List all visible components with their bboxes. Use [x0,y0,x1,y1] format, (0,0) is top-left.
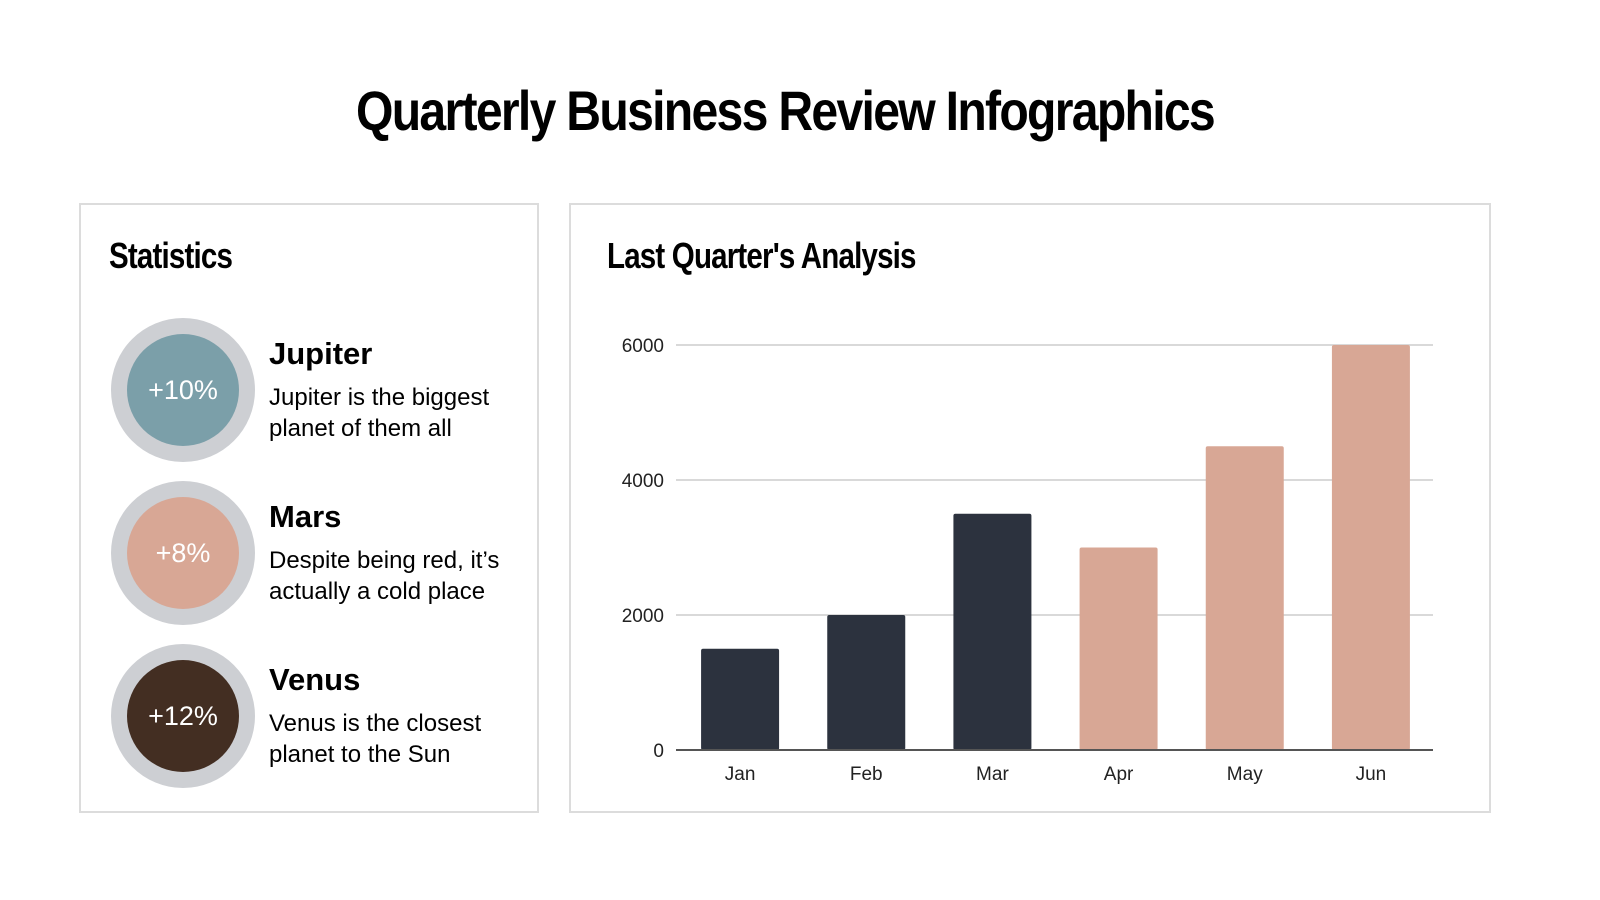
stat-name: Mars [269,499,342,534]
chart-title: Last Quarter's Analysis [607,235,916,276]
statistics-panel: Statistics +10% Jupiter Jupiter is the b… [79,203,539,813]
y-tick-label: 6000 [622,336,664,357]
stat-value: +10% [127,334,239,446]
bar-may [1205,446,1284,750]
x-tick-label: Jun [1356,764,1387,785]
y-tick-label: 4000 [622,471,664,492]
x-tick-label: Mar [976,764,1009,785]
stat-ring: +10% [111,318,255,462]
stat-item-jupiter: +10% Jupiter Jupiter is the biggest plan… [111,318,531,463]
bar-jun [1331,345,1410,750]
statistics-title: Statistics [109,235,233,276]
x-tick-label: May [1227,764,1263,785]
y-tick-label: 2000 [622,606,664,627]
stat-value: +12% [127,660,239,772]
stat-item-mars: +8% Mars Despite being red, it’s actuall… [111,481,531,626]
y-tick-label: 0 [653,741,664,762]
stat-name: Venus [269,662,361,697]
bar-feb [827,615,906,750]
stat-description: Venus is the closest planet to the Sun [269,710,482,768]
x-tick-label: Jan [725,764,756,785]
analysis-panel: Last Quarter's Analysis 0 2000 4000 6000 Jan… [569,203,1491,813]
x-tick-label: Apr [1104,764,1134,785]
stat-description: Jupiter is the biggest planet of them al… [269,384,490,442]
stat-value: +8% [127,497,239,609]
stat-ring: +12% [111,644,255,788]
page-title: Quarterly Business Review Infographics [355,79,1216,142]
x-tick-label: Feb [850,764,883,785]
stat-description: Despite being red, it’s actually a cold … [269,547,500,605]
bar-jan [701,648,780,750]
stat-ring: +8% [111,481,255,625]
stat-item-venus: +12% Venus Venus is the closest planet t… [111,644,531,789]
stat-name: Jupiter [269,336,373,371]
bar-apr [1079,547,1158,750]
bar-chart: 0 2000 4000 6000 Jan Feb Mar Apr May Jun [622,336,1433,785]
bar-mar [953,513,1032,750]
